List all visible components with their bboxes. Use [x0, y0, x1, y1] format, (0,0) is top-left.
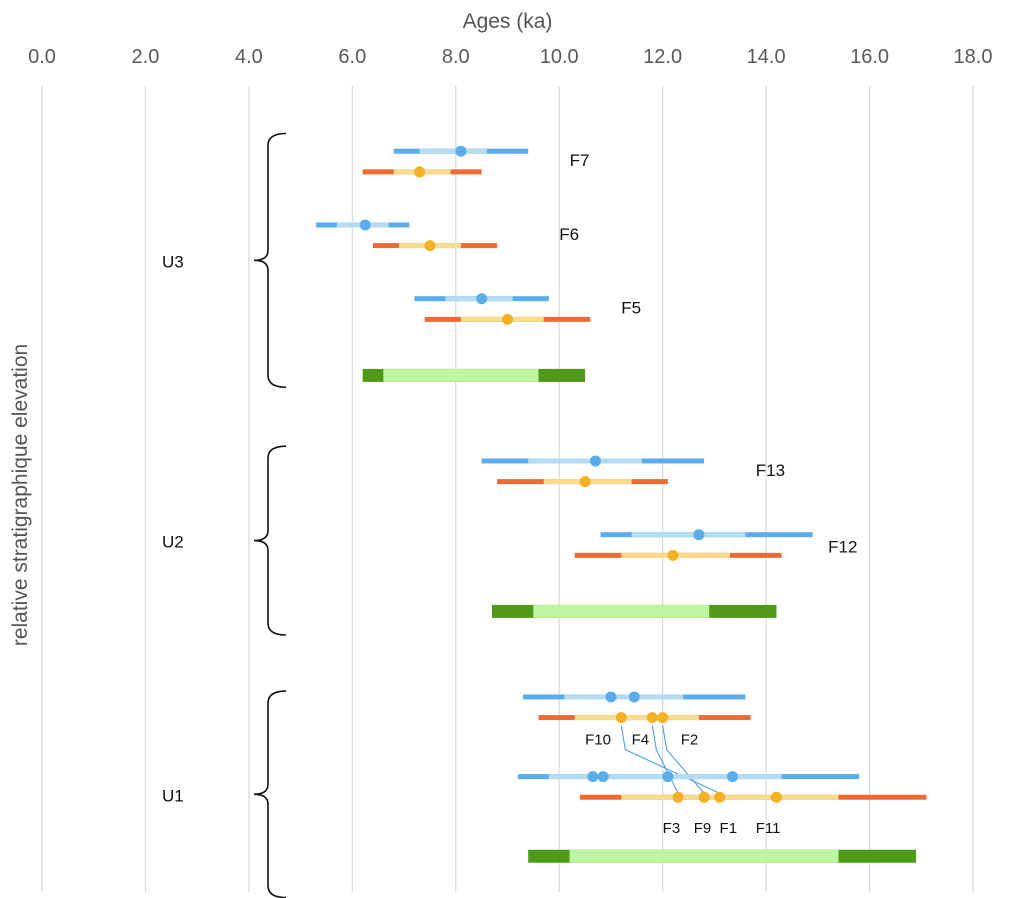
age-point [579, 476, 591, 488]
green-range-U3 [362, 368, 586, 382]
x-tick-label: 6.0 [338, 46, 366, 68]
unit-brace [253, 445, 287, 636]
x-tick-label: 14.0 [747, 46, 786, 68]
sample-label: F5 [621, 299, 641, 318]
age-point [657, 712, 669, 724]
inner-range-bar [528, 458, 642, 464]
inner-range-bar [631, 532, 746, 538]
age-point [605, 691, 617, 703]
age-point [714, 791, 726, 803]
x-tick-label: 2.0 [132, 46, 160, 68]
age-point [615, 712, 627, 724]
age-point [476, 293, 488, 305]
blue-range-F10-F4-F2 [523, 691, 746, 703]
orange-range-F13 [497, 476, 668, 488]
green-range-U2 [491, 604, 777, 618]
age-point [597, 771, 609, 783]
age-point [628, 691, 640, 703]
age-point [770, 791, 782, 803]
sample-label: F7 [570, 151, 590, 170]
sample-label: F2 [681, 731, 699, 748]
blue-range-F12 [600, 529, 813, 541]
sample-label: F11 [756, 820, 781, 837]
orange-range-F7 [362, 166, 482, 178]
x-tick-label: 18.0 [954, 46, 993, 68]
blue-range-F3-F9-F1-F11 [517, 771, 860, 783]
age-point [726, 771, 738, 783]
x-tick-label: 10.0 [540, 46, 579, 68]
age-point [502, 313, 513, 325]
blue-range-F5 [414, 293, 549, 305]
orange-range-F5 [424, 313, 591, 325]
gridlines [41, 86, 974, 892]
sample-label: F3 [663, 820, 681, 837]
unit-label: U2 [162, 533, 184, 552]
blue-range-F6 [316, 219, 410, 231]
x-tick-label: 4.0 [235, 46, 263, 68]
x-tick-label: 16.0 [850, 46, 889, 68]
inner-range-bar [419, 148, 487, 154]
orange-range-F10-F4-F2 [538, 712, 751, 724]
sample-label: F13 [756, 461, 785, 480]
leader-line [651, 725, 679, 794]
sample-label: F9 [694, 820, 712, 837]
sample-label: F12 [828, 538, 857, 557]
x-tick-label: 12.0 [643, 46, 682, 68]
orange-range-F3-F9-F1-F11 [579, 791, 927, 803]
age-point [414, 166, 426, 178]
blue-range-F13 [481, 455, 705, 467]
orange-range-F6 [373, 240, 498, 252]
sample-label: F10 [585, 731, 611, 748]
inner-range-bar [574, 715, 699, 721]
y-axis-title: relative stratigraphique elevation [9, 344, 32, 646]
inner-range-bar [569, 849, 839, 863]
blue-range-F7 [393, 145, 529, 157]
age-point [455, 145, 467, 157]
inner-range-bar [564, 694, 684, 700]
sample-label: F1 [720, 820, 738, 837]
age-point [667, 549, 679, 561]
inner-range-bar [533, 604, 710, 618]
x-tick-label: 0.0 [28, 46, 56, 68]
sample-labels: F7 F6 F5 F13 F12 F10 F4 F2 F3 F9 F1 F11 [559, 151, 857, 837]
sample-label: F4 [632, 731, 650, 748]
inner-range-bar [621, 794, 839, 800]
age-point [587, 771, 599, 783]
orange-range-F12 [574, 549, 782, 561]
age-point [646, 712, 658, 724]
age-point [424, 240, 436, 252]
sample-label: F6 [559, 225, 579, 244]
unit-label: U1 [162, 786, 184, 805]
unit-label: U3 [162, 252, 184, 271]
age-point [672, 791, 684, 803]
age-point [698, 791, 710, 803]
unit-braces: U3 U2 U1 [162, 132, 287, 898]
age-range-bars [316, 145, 927, 863]
age-point [693, 529, 705, 541]
x-axis-ticks: 0.0 2.0 4.0 6.0 8.0 10.0 12.0 14.0 16.0 18.0 [28, 46, 992, 68]
age-point [662, 771, 674, 783]
x-tick-label: 8.0 [442, 46, 470, 68]
unit-brace [253, 690, 287, 898]
green-range-U1 [528, 849, 917, 863]
age-point [589, 455, 601, 467]
x-axis-title: Ages (ka) [463, 10, 553, 33]
unit-brace [253, 132, 287, 388]
age-point [359, 219, 371, 231]
inner-range-bar [383, 368, 539, 382]
